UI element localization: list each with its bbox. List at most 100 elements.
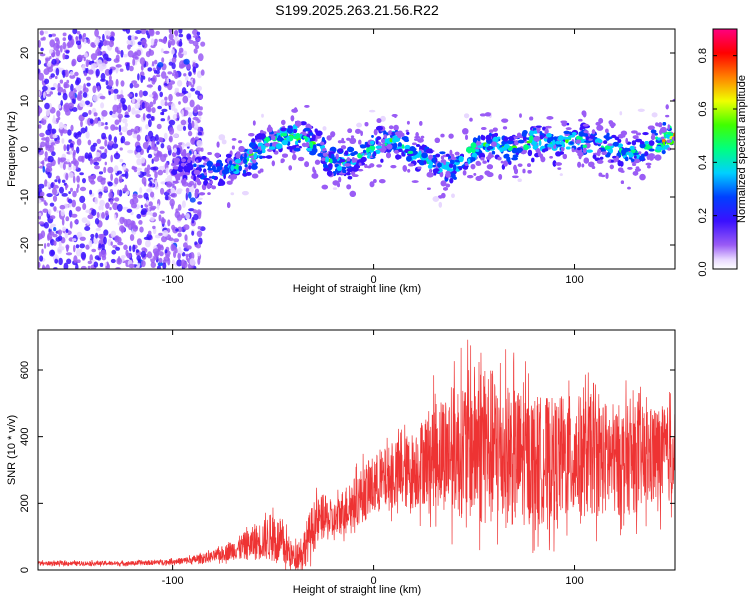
spectrogram-cell bbox=[473, 173, 477, 176]
spectrogram-cell bbox=[38, 183, 45, 189]
spectrogram-cell bbox=[199, 226, 206, 232]
spectrogram-cell bbox=[60, 100, 63, 107]
spectrogram-cell bbox=[79, 236, 86, 241]
spectrogram-cell bbox=[67, 129, 72, 136]
spectrogram-cell bbox=[488, 152, 492, 159]
spectrogram-cell bbox=[207, 192, 211, 195]
spectrogram-cell bbox=[185, 187, 190, 194]
spectrogram-cell bbox=[347, 128, 353, 133]
spectrogram-cell bbox=[39, 191, 45, 197]
spectrogram-cell bbox=[87, 139, 92, 146]
spectrogram-cell bbox=[196, 209, 202, 217]
spectrogram-cell bbox=[182, 95, 189, 104]
spectrogram-cell bbox=[313, 169, 317, 176]
spectrogram-cell bbox=[346, 171, 351, 176]
spectrogram-cell bbox=[324, 156, 329, 163]
snr-x-label: Height of straight line (km) bbox=[293, 584, 421, 596]
spectrogram-cell bbox=[69, 143, 74, 148]
spectrogram-cell bbox=[582, 144, 588, 148]
spectrogram-cell bbox=[304, 105, 310, 108]
spectrogram-cell bbox=[102, 53, 109, 60]
spectrogram-cell bbox=[72, 238, 77, 242]
spectrogram-cell bbox=[96, 138, 102, 144]
spectrogram-cell bbox=[183, 73, 187, 77]
spectrogram-cell bbox=[149, 101, 154, 108]
spectrogram-cell bbox=[620, 180, 625, 184]
spectrogram-cell bbox=[248, 149, 254, 155]
spectrogram-cell bbox=[523, 144, 529, 151]
spectrogram-cell bbox=[464, 162, 469, 167]
spectrogram-cell bbox=[627, 186, 631, 190]
spectrogram-cell bbox=[161, 71, 167, 79]
spectrogram-cell bbox=[465, 134, 468, 140]
spectrogram-cell bbox=[71, 60, 76, 67]
spectrogram-cell bbox=[662, 122, 667, 126]
spectrogram-cell bbox=[511, 147, 518, 154]
spectrogram-cell bbox=[347, 175, 353, 180]
spectrogram-cell bbox=[110, 230, 117, 238]
spectrogram-cell bbox=[297, 139, 301, 143]
spectrogram-cell bbox=[92, 94, 99, 102]
spectrogram-cell bbox=[111, 249, 117, 255]
spectrogram-cell bbox=[108, 134, 112, 142]
spectrogram-cell bbox=[146, 188, 153, 193]
spectrogram-cell bbox=[98, 243, 102, 249]
spectrogram-cell bbox=[193, 213, 199, 221]
spectrogram-cell bbox=[243, 158, 248, 164]
spectrogram-cell bbox=[167, 219, 171, 227]
spectrogram-cell bbox=[282, 153, 288, 158]
spectrogram-cell bbox=[90, 42, 95, 48]
spectrogram-cell bbox=[193, 169, 201, 175]
spectrogram-cell bbox=[192, 209, 198, 214]
spectrogram-cell bbox=[86, 82, 91, 87]
spectrogram-cell bbox=[167, 71, 173, 75]
spectrogram-cell bbox=[116, 50, 121, 55]
spectrogram-cell bbox=[135, 114, 141, 119]
spectrogram-cell bbox=[288, 165, 293, 171]
spectrogram-cell bbox=[156, 150, 163, 158]
spectrogram-cell bbox=[280, 158, 285, 163]
spectrogram-cell bbox=[96, 59, 103, 68]
spectrogram-cell bbox=[529, 130, 534, 137]
spectrogram-cell bbox=[54, 137, 57, 142]
spectrogram-cell bbox=[583, 130, 589, 134]
spectrogram-cell bbox=[81, 64, 86, 71]
spectrogram-cell bbox=[298, 156, 305, 162]
spectrogram-y-axis: -20 -10 0 10 20 bbox=[19, 47, 675, 253]
x-tick-label: 0 bbox=[371, 575, 377, 587]
spectrogram-cell bbox=[370, 145, 376, 151]
spectrogram-cell bbox=[60, 209, 65, 217]
spectrogram-cell bbox=[47, 234, 50, 241]
spectrogram-cell bbox=[68, 172, 74, 179]
spectrogram-cell bbox=[90, 233, 95, 239]
spectrogram-cell bbox=[99, 199, 105, 207]
spectrogram-cell bbox=[140, 250, 146, 258]
spectrogram-cell bbox=[42, 208, 49, 213]
spectrogram-cell bbox=[74, 219, 79, 224]
spectrogram-cell bbox=[49, 215, 56, 220]
spectrogram-cell bbox=[97, 120, 102, 128]
spectrogram-cell bbox=[42, 36, 46, 41]
spectrogram-cell bbox=[121, 126, 128, 133]
spectrogram-cell bbox=[89, 189, 93, 195]
spectrogram-cell bbox=[629, 145, 635, 150]
spectrogram-cell bbox=[170, 39, 176, 46]
spectrogram-cell bbox=[122, 164, 127, 171]
spectrogram-cell bbox=[506, 156, 511, 163]
spectrogram-cell bbox=[110, 258, 116, 264]
spectrogram-cell bbox=[80, 265, 87, 269]
spectrogram-cell bbox=[131, 166, 138, 170]
spectrogram-cell bbox=[172, 72, 175, 77]
spectrogram-cell bbox=[90, 63, 97, 69]
spectrogram-cell bbox=[406, 120, 410, 125]
spectrogram-cell bbox=[388, 125, 394, 130]
spectrogram-cell bbox=[300, 121, 307, 126]
spectrogram-cell bbox=[601, 151, 608, 155]
spectrogram-cell bbox=[42, 85, 48, 92]
spectrogram-cell bbox=[116, 106, 122, 114]
spectrogram-cell bbox=[139, 187, 143, 194]
spectrogram-cell bbox=[115, 66, 119, 74]
spectrogram-cell bbox=[244, 164, 248, 168]
spectrogram-cell bbox=[51, 52, 55, 58]
